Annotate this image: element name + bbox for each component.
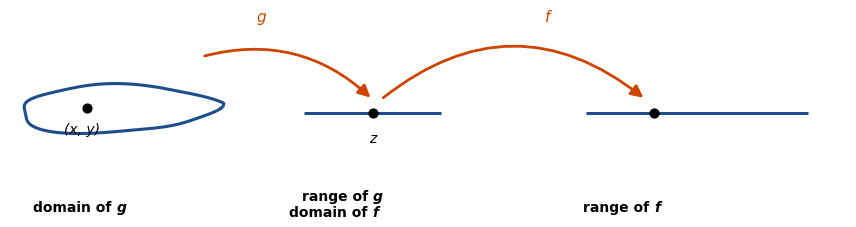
- Point: [366, 112, 379, 115]
- Text: f: f: [654, 200, 660, 215]
- Text: f: f: [372, 205, 378, 219]
- Text: range of: range of: [301, 189, 372, 203]
- Text: domain of: domain of: [33, 200, 116, 215]
- Text: f: f: [544, 10, 550, 25]
- Point: [80, 107, 93, 111]
- Text: g: g: [372, 189, 383, 203]
- Text: range of: range of: [583, 200, 654, 215]
- Text: g: g: [116, 200, 127, 215]
- Text: g: g: [257, 10, 266, 25]
- Text: z: z: [369, 131, 376, 145]
- Text: (x, y): (x, y): [64, 123, 100, 136]
- Text: domain of: domain of: [289, 205, 372, 219]
- Point: [647, 112, 661, 115]
